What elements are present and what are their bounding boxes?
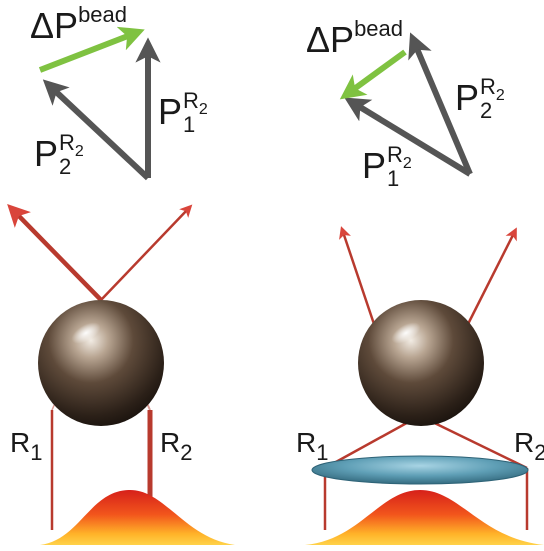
left-bead-highlight xyxy=(71,322,101,344)
left-vector-p2-label: PR2 xyxy=(34,130,84,174)
right-ray-out-right xyxy=(463,227,517,331)
right-lens xyxy=(311,455,529,485)
left-ray-r2-label: R2 xyxy=(160,427,192,465)
right-intensity-profile xyxy=(305,490,544,545)
right-bead xyxy=(358,300,484,426)
right-delta-p-arrow xyxy=(339,49,407,100)
left-ray-r1-label: R1 xyxy=(10,427,42,465)
left-vector-p1-label: PR2 xyxy=(158,88,208,132)
right-vector-p1-subscript: 1 xyxy=(387,166,399,191)
right-vector-p2-subscript: 2 xyxy=(480,98,492,123)
left-delta-p-label: ΔPbead xyxy=(30,2,127,46)
left-intensity-profile xyxy=(40,490,235,545)
left-vector-p2 xyxy=(42,79,151,181)
right-ray-r1-label: R1 xyxy=(296,427,328,465)
left-ray-out-left xyxy=(7,203,103,302)
left-bead xyxy=(38,300,164,426)
left-ray-out-right xyxy=(100,204,193,301)
right-vector-p2 xyxy=(408,32,473,176)
right-ray-out-left xyxy=(339,226,378,331)
right-delta-p-label: ΔPbead xyxy=(306,16,403,60)
right-vector-triangle xyxy=(339,32,473,177)
left-panel: ΔPbead PR2 1 PR2 2 R1 R2 xyxy=(7,2,235,545)
right-panel: ΔPbead PR2 2 PR2 1 R1 R2 xyxy=(296,16,544,545)
left-vector-triangle xyxy=(38,26,161,181)
left-delta-p-arrow xyxy=(38,26,145,73)
right-vector-p1-label: PR2 xyxy=(362,142,412,186)
right-bead-highlight xyxy=(391,322,421,344)
left-vector-p1-subscript: 1 xyxy=(183,112,195,137)
right-vector-p2-label: PR2 xyxy=(455,74,505,118)
left-vector-p2-subscript: 2 xyxy=(59,154,71,179)
right-ray-r2-label: R2 xyxy=(514,427,544,465)
right-vector-p1 xyxy=(344,97,472,177)
